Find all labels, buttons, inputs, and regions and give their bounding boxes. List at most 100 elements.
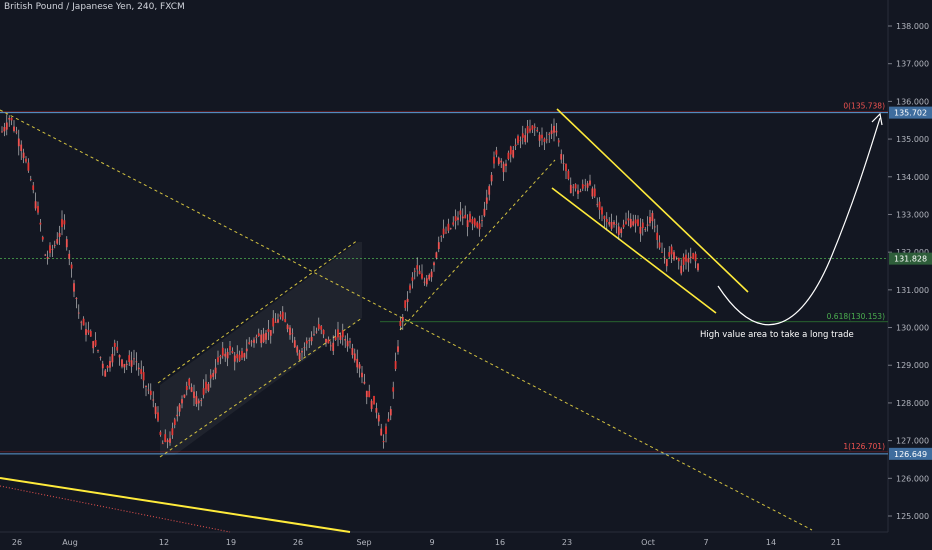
candle-body: [509, 146, 512, 155]
candle-body: [656, 232, 659, 241]
candle-body: [269, 330, 272, 336]
candle-body: [80, 321, 83, 323]
candle-body: [380, 428, 383, 436]
candle-body: [404, 300, 407, 308]
candle-body: [140, 369, 143, 375]
candle-body: [692, 253, 695, 259]
candle-body: [305, 340, 308, 344]
candle-body: [620, 228, 623, 234]
candle-body: [109, 361, 111, 368]
candle-body: [430, 271, 433, 278]
trendlines: [0, 108, 813, 533]
candle-body: [356, 358, 359, 368]
candle-body: [512, 150, 515, 158]
candle-body: [457, 217, 459, 220]
candle-body: [673, 252, 675, 260]
candle-body: [157, 412, 159, 421]
candle-body: [29, 178, 32, 180]
x-tick-label: Sep: [356, 538, 371, 547]
candle-body: [653, 226, 656, 228]
candle-body: [687, 258, 690, 263]
candle-body: [622, 224, 625, 228]
candle-body: [428, 274, 431, 280]
projection-curve: [717, 112, 883, 326]
candle-body: [387, 418, 390, 422]
candle-body: [581, 184, 584, 189]
candle-body: [15, 131, 18, 133]
candle-body: [255, 336, 258, 338]
candle-body: [375, 408, 378, 413]
candle-body: [608, 222, 611, 225]
candle-body: [629, 218, 632, 227]
candle-body: [233, 355, 236, 362]
price-axis: 138.000 137.000 136.000 135.000 134.000 133.0…: [888, 22, 932, 521]
candle-body: [406, 298, 409, 303]
candle-body: [541, 134, 543, 139]
x-tick-label: Aug: [62, 538, 78, 547]
candle-body: [377, 414, 380, 422]
red-dotted-line: [0, 485, 231, 533]
candle-body: [152, 399, 155, 401]
candle-body: [248, 342, 251, 345]
candle-body: [353, 353, 356, 361]
candle-body: [689, 256, 692, 258]
y-tick-label: 133.000: [896, 210, 929, 219]
candle-body: [464, 214, 467, 219]
candle-body: [226, 351, 229, 359]
candle-body: [641, 222, 644, 229]
candle-body: [313, 334, 315, 336]
candle-body: [281, 311, 284, 320]
candle-body: [550, 130, 553, 134]
candle-body: [171, 428, 174, 436]
candle-body: [478, 223, 481, 230]
projection-path: [717, 117, 881, 326]
candle-body: [262, 333, 265, 343]
candle-body: [329, 345, 332, 347]
candle-body: [296, 346, 299, 353]
candle-body: [365, 390, 368, 398]
candle-body: [639, 226, 642, 234]
candle-body: [351, 348, 354, 355]
candle-body: [190, 387, 193, 392]
candle-body: [694, 253, 697, 262]
candle-body: [634, 219, 637, 224]
candle-body: [562, 163, 565, 164]
candle-body: [106, 365, 109, 369]
candle-body: [176, 414, 179, 417]
candle-body: [154, 406, 157, 415]
candle-body: [183, 394, 186, 398]
grid: [0, 0, 889, 533]
candle-body: [668, 252, 671, 257]
candle-body: [651, 212, 654, 222]
candle-body: [505, 163, 507, 167]
candle-body: [49, 245, 51, 253]
candle-body: [646, 224, 649, 226]
candle-body: [577, 190, 579, 194]
candle-body: [75, 297, 78, 299]
price-tag-lower: 126.649: [894, 450, 927, 459]
candle-body: [481, 220, 483, 221]
projection-arrowhead: [871, 112, 883, 126]
candle-body: [625, 221, 627, 224]
candle-body: [44, 254, 47, 256]
candle-body: [538, 134, 541, 141]
candle-body: [22, 152, 25, 158]
candle-body: [128, 355, 131, 363]
candle-body: [212, 373, 215, 377]
fib-label: 0(135.738): [843, 101, 885, 110]
candle-body: [10, 117, 13, 121]
candle-body: [401, 316, 404, 322]
candle-body: [697, 263, 699, 271]
candle-body: [586, 183, 589, 188]
candle-body: [104, 370, 107, 377]
candle-body: [416, 265, 419, 270]
candle-body: [574, 184, 577, 189]
candle-body: [320, 325, 323, 330]
candle-body: [8, 117, 11, 120]
candle-body: [241, 351, 243, 358]
candle-body: [205, 381, 207, 390]
candles: [1, 114, 699, 449]
candle-body: [454, 216, 457, 222]
